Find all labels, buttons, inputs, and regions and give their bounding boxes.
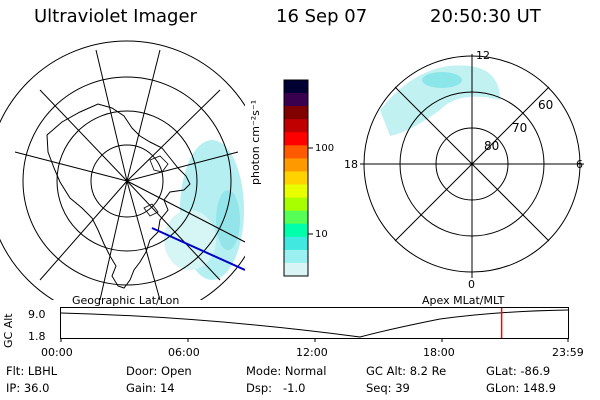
door-info: Door: Open — [126, 364, 192, 378]
colorbar-band — [284, 197, 308, 212]
geographic-map — [0, 40, 245, 300]
gc-alt-info: GC Alt: 8.2 Re — [366, 364, 447, 378]
mlt-label-right: 6 — [576, 158, 583, 171]
xtick-0000: 00:00 — [41, 346, 73, 359]
xtick-2359: 23:59 — [552, 346, 584, 359]
xtick-1200: 12:00 — [296, 346, 328, 359]
mlt-label-top: 12 — [476, 49, 490, 62]
colorbar-band — [284, 106, 308, 120]
aurora-emission-region-mlt — [380, 65, 500, 136]
colorbar-tick-100: 100 — [315, 143, 334, 154]
mlat-label-70: 70 — [512, 121, 527, 135]
geographic-caption: Geographic Lat/Lon — [72, 294, 180, 307]
altitude-ytick-top: 9.0 — [28, 308, 46, 321]
mlat-label-60: 60 — [538, 98, 553, 112]
altitude-ylabel: GC Alt — [2, 313, 15, 348]
magnetic-map: 12 0 18 6 60 70 80 — [344, 49, 584, 291]
mode-info: Mode: Normal — [246, 364, 327, 378]
colorbar-band — [284, 80, 308, 94]
colorbar-band — [284, 145, 308, 159]
colorbar-band — [284, 249, 308, 264]
ip-info: IP: 36.0 — [6, 381, 50, 395]
colorbar-band — [284, 184, 308, 199]
trajectory-ground-line — [126, 180, 245, 243]
dsp-info: Dsp: -1.0 — [246, 381, 306, 395]
magnetic-caption: Apex MLat/MLT — [422, 294, 505, 307]
mlt-meridians — [360, 54, 584, 278]
mlt-label-left: 18 — [344, 158, 358, 171]
seq-info: Seq: 39 — [366, 381, 410, 395]
xtick-0600: 06:00 — [168, 346, 200, 359]
colorbar-band — [284, 171, 308, 186]
altitude-frame — [60, 307, 569, 339]
xtick-1800: 18:00 — [423, 346, 455, 359]
colorbar-band — [284, 262, 308, 277]
date-label: 16 Sep 07 — [276, 6, 368, 27]
colorbar-band — [284, 119, 308, 133]
colorbar-unit-label: photon cm⁻²s⁻¹ — [249, 99, 262, 185]
altitude-ytick-bottom: 1.8 — [28, 330, 46, 343]
filter-info: Flt: LBHL — [6, 364, 58, 378]
time-label: 20:50:30 UT — [430, 6, 541, 27]
colorbar-band — [284, 223, 308, 238]
colorbar-band — [284, 236, 308, 251]
coastline-detail — [143, 155, 169, 217]
antarctica-coastline — [46, 103, 191, 289]
colorbar-bands — [284, 80, 308, 277]
colorbar-band — [284, 158, 308, 172]
instrument-title: Ultraviolet Imager — [34, 6, 197, 27]
latitude-circles — [0, 40, 245, 300]
colorbar-ticks — [308, 147, 313, 235]
trajectory-line — [151, 227, 245, 271]
colorbar-frame — [283, 79, 309, 277]
colorbar: 100 10 — [283, 79, 334, 277]
colorbar-band — [284, 210, 308, 225]
altitude-xticks — [60, 338, 569, 342]
altitude-plot — [60, 307, 569, 342]
mlt-label-bottom: 0 — [468, 278, 475, 291]
altitude-curve — [60, 309, 569, 338]
colorbar-tick-10: 10 — [315, 229, 328, 240]
colorbar-band — [284, 132, 308, 146]
gain-info: Gain: 14 — [126, 381, 175, 395]
aurora-emission-region — [164, 140, 244, 280]
mlat-label-80: 80 — [484, 139, 499, 153]
glat-info: GLat: -86.9 — [486, 364, 551, 378]
glon-info: GLon: 148.9 — [486, 381, 556, 395]
meridian-lines — [14, 49, 239, 300]
colorbar-band — [284, 93, 308, 107]
